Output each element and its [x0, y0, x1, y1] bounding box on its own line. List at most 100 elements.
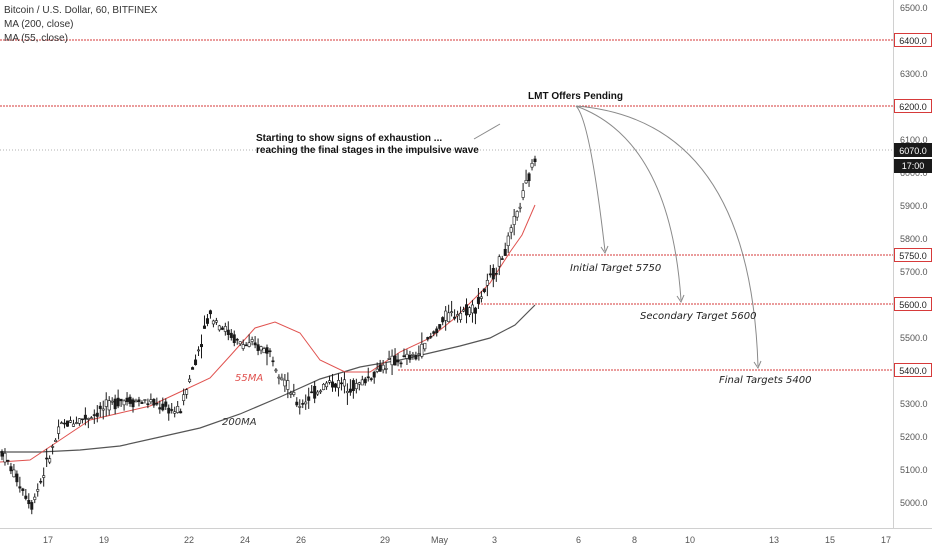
price-tick: 5000.0	[900, 498, 928, 508]
candle-body	[104, 399, 108, 407]
candle-body	[286, 380, 290, 390]
level-tag-5400: 5400.0	[894, 363, 932, 377]
time-tick: 10	[685, 535, 695, 545]
time-tick: 22	[184, 535, 194, 545]
candle-body	[512, 216, 516, 225]
candle-body	[39, 480, 43, 483]
candle-body	[325, 382, 329, 388]
price-tick: 5700.0	[900, 267, 928, 277]
candle-body	[441, 317, 445, 323]
chart-legend[interactable]: Bitcoin / U.S. Dollar, 60, BITFINEX MA (…	[4, 4, 157, 46]
candle-body	[485, 280, 489, 286]
candle-body	[351, 380, 355, 392]
candle-body	[244, 344, 248, 347]
candle-body	[15, 473, 19, 483]
candle-body	[54, 439, 58, 442]
candle-body	[149, 399, 153, 403]
candle-body	[152, 398, 156, 406]
candle-body	[348, 388, 352, 393]
candle-body	[208, 310, 212, 315]
candle-body	[384, 368, 388, 370]
candle-body	[51, 446, 55, 448]
candle-body	[223, 326, 227, 332]
candle-body	[161, 403, 165, 411]
time-tick: 6	[576, 535, 581, 545]
price-axis[interactable]: 6500.0 6300.0 6100.0 6000.0 5900.0 5800.…	[900, 3, 928, 508]
ma55-label: 55MA	[235, 373, 263, 384]
candle-body	[24, 495, 28, 499]
lmt-annotation: LMT Offers Pending	[528, 91, 623, 102]
price-tick: 5500.0	[900, 333, 928, 343]
candle-body	[277, 376, 281, 379]
candle-body	[491, 268, 495, 280]
candlesticks	[0, 155, 537, 515]
initial-target-label: Initial Target 5750	[570, 263, 661, 274]
price-levels	[0, 39, 893, 371]
candle-body	[241, 344, 245, 349]
price-tick: 6000.0	[900, 168, 928, 178]
arrow-secondary	[575, 105, 682, 301]
exhaustion-line-2: reaching the final stages in the impulsi…	[256, 145, 479, 156]
level-tag-5600: 5600.0	[894, 297, 932, 311]
candle-body	[328, 380, 332, 383]
candle-body	[36, 489, 40, 492]
symbol-title[interactable]: Bitcoin / U.S. Dollar, 60, BITFINEX	[4, 5, 158, 16]
candle-body	[220, 327, 224, 330]
candle-body	[387, 358, 391, 360]
time-tick: 17	[43, 535, 53, 545]
candle-body	[292, 391, 296, 395]
candle-body	[205, 318, 209, 324]
price-tick: 5200.0	[900, 432, 928, 442]
ma55-legend[interactable]: MA (55, close)	[4, 33, 68, 44]
price-tick: 5900.0	[900, 201, 928, 211]
price-tick: 6500.0	[900, 3, 928, 13]
candle-body	[310, 391, 314, 394]
candle-body	[113, 398, 117, 410]
candle-body	[524, 180, 528, 184]
candle-body	[0, 451, 4, 457]
ma200-legend[interactable]: MA (200, close)	[4, 19, 74, 30]
candle-body	[131, 399, 135, 408]
level-tag-6200: 6200.0	[894, 99, 932, 113]
candle-body	[411, 353, 415, 356]
candle-body	[250, 339, 254, 342]
candle-body	[479, 296, 483, 299]
arrow-initial	[575, 105, 606, 252]
arrow-head-secondary	[676, 294, 685, 304]
candle-body	[271, 360, 275, 363]
candle-body	[27, 500, 31, 505]
candle-body	[3, 452, 7, 463]
candle-body	[122, 400, 126, 406]
candle-body	[167, 407, 171, 414]
candle-body	[515, 211, 519, 218]
candle-body	[375, 368, 379, 372]
candle-body	[92, 414, 96, 416]
candle-body	[307, 396, 311, 401]
time-tick: 13	[769, 535, 779, 545]
candle-body	[86, 418, 90, 420]
candle-body	[420, 343, 424, 357]
candle-body	[265, 347, 269, 354]
candle-body	[497, 256, 501, 267]
candle-body	[235, 338, 239, 341]
candle-body	[211, 320, 215, 325]
candle-body	[369, 378, 373, 380]
candle-body	[125, 397, 129, 402]
candle-body	[9, 466, 13, 472]
candle-body	[354, 383, 358, 390]
candle-body	[360, 379, 364, 386]
candle-body	[435, 328, 439, 334]
candle-body	[232, 334, 236, 343]
candle-body	[295, 401, 299, 406]
candle-body	[357, 382, 361, 385]
time-axis[interactable]: 17 19 22 24 26 29 May 3 6 8 10 13 15 17	[43, 535, 891, 545]
candle-body	[110, 400, 114, 403]
candle-body	[71, 423, 75, 427]
candle-body	[333, 383, 337, 388]
candle-body	[107, 400, 111, 411]
candle-body	[423, 342, 427, 350]
time-tick: 24	[240, 535, 250, 545]
candle-body	[402, 355, 406, 357]
candle-body	[214, 320, 218, 323]
